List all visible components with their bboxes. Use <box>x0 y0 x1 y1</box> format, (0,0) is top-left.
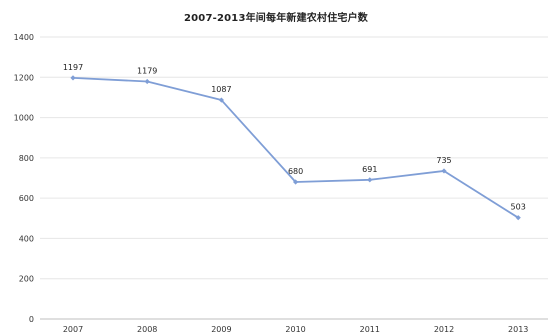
x-tick-label: 2010 <box>285 325 305 334</box>
data-point <box>70 75 76 81</box>
y-tick-label: 600 <box>19 194 34 203</box>
data-label: 503 <box>511 203 526 212</box>
x-tick-label: 2009 <box>211 325 231 334</box>
data-point <box>441 168 447 174</box>
data-point <box>218 97 224 103</box>
y-tick-label: 1400 <box>14 33 34 42</box>
x-tick-label: 2013 <box>508 325 528 334</box>
data-point <box>293 179 299 185</box>
data-label: 1087 <box>211 85 231 94</box>
data-label: 680 <box>288 167 303 176</box>
data-point <box>367 177 373 183</box>
y-tick-label: 400 <box>19 234 34 243</box>
y-tick-label: 0 <box>29 315 34 324</box>
y-tick-label: 1000 <box>14 114 34 123</box>
data-label: 735 <box>436 156 451 165</box>
data-point <box>515 215 521 221</box>
chart-title: 2007-2013年间每年新建农村住宅户数 <box>183 13 368 24</box>
series-line <box>72 76 519 219</box>
x-tick-label: 2008 <box>137 325 157 334</box>
y-tick-label: 1200 <box>14 73 34 82</box>
x-tick-label: 2011 <box>360 325 380 334</box>
data-label: 1197 <box>63 63 83 72</box>
y-tick-label: 800 <box>19 154 34 163</box>
x-tick-label: 2007 <box>63 325 83 334</box>
x-tick-label: 2012 <box>434 325 454 334</box>
data-label: 691 <box>362 165 377 174</box>
y-tick-label: 200 <box>19 275 34 284</box>
data-point <box>144 78 150 85</box>
data-label: 1179 <box>137 67 157 76</box>
